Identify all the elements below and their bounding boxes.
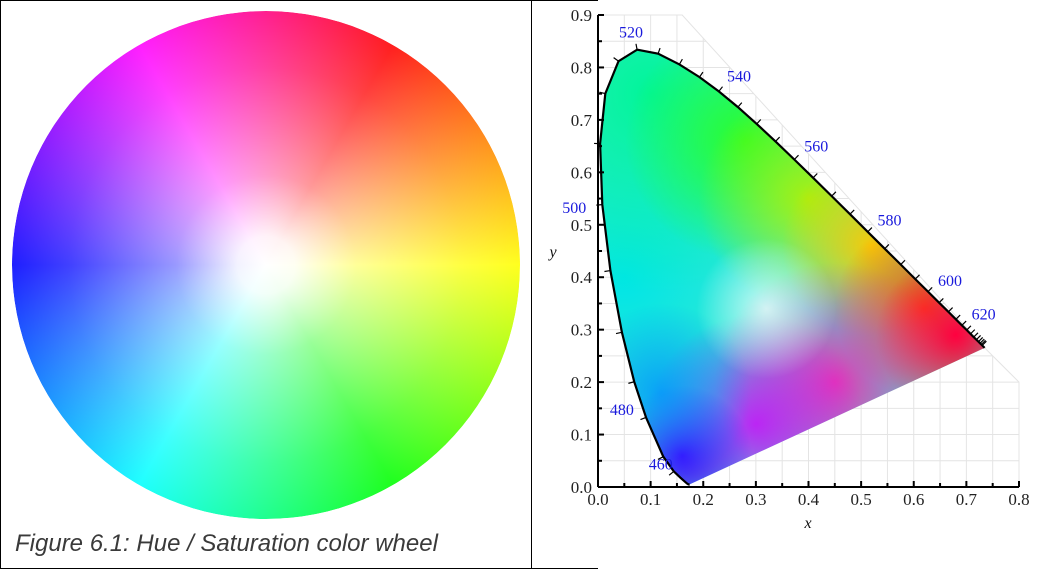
figure-6-2-panel: 460 480 500 520 540 560 580 600 620 0.0 0.1 0.2 0.3… — [532, 0, 1039, 569]
x-tick-label: 0.8 — [1008, 490, 1029, 509]
wavelength-label-540: 540 — [727, 69, 751, 86]
cie-chromaticity-chart: 460 480 500 520 540 560 580 600 620 0.0 0.1 0.2 0.3… — [532, 0, 1039, 569]
wavelength-label-460: 460 — [649, 456, 673, 473]
figure-6-1-panel: Figure 6.1: Hue / Saturation color wheel — [0, 0, 531, 569]
y-tick-label: 0.2 — [571, 373, 592, 392]
x-tick-label: 0.3 — [745, 490, 766, 509]
wavelength-label-500: 500 — [562, 200, 586, 217]
x-tick-label: 0.5 — [851, 490, 872, 509]
y-tick-label: 0.7 — [571, 111, 593, 130]
x-axis-label: x — [803, 515, 811, 532]
wavelength-label-600: 600 — [938, 273, 962, 290]
y-tick-label: 0.9 — [571, 6, 592, 25]
figure-6-1-caption: Figure 6.1: Hue / Saturation color wheel — [15, 530, 438, 558]
x-tick-label: 0.2 — [693, 490, 714, 509]
wavelength-label-620: 620 — [972, 306, 996, 323]
wavelength-label-580: 580 — [877, 213, 901, 230]
x-tick-label: 0.1 — [640, 490, 661, 509]
hue-saturation-color-wheel — [12, 11, 520, 519]
x-tick-label: 0.6 — [903, 490, 924, 509]
y-tick-label: 0.5 — [571, 216, 592, 235]
y-tick-label: 0.3 — [571, 321, 592, 340]
wavelength-label-560: 560 — [804, 139, 828, 156]
x-tick-label: 0.7 — [956, 490, 978, 509]
wavelength-label-520: 520 — [619, 25, 643, 42]
y-tick-label: 0.0 — [571, 478, 592, 497]
x-tick-label: 0.4 — [798, 490, 820, 509]
y-axis-label: y — [547, 244, 557, 261]
y-tick-label: 0.8 — [571, 58, 592, 77]
y-tick-label: 0.1 — [571, 426, 592, 445]
saturation-gradient — [12, 11, 520, 519]
y-tick-label: 0.6 — [571, 163, 592, 182]
y-tick-label: 0.4 — [571, 268, 593, 287]
wavelength-label-480: 480 — [610, 402, 634, 419]
